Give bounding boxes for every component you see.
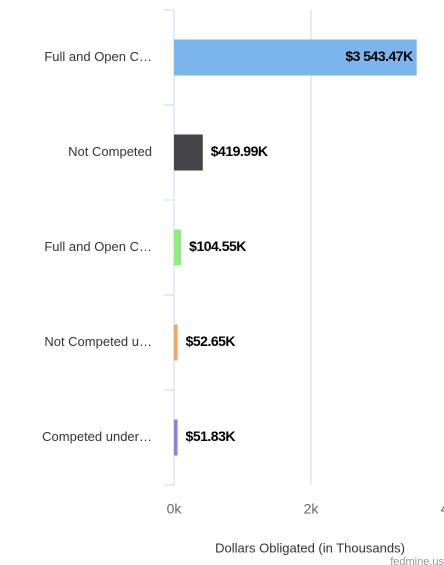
y-tick-label: Competed under…: [42, 429, 152, 444]
bar: [174, 39, 417, 76]
data-label: $51.83K: [186, 428, 236, 444]
credit: fedmine.us: [390, 556, 444, 565]
bar: [174, 134, 203, 171]
x-tick-label: 4k: [441, 501, 444, 517]
y-tick-label: Full and Open C…: [44, 239, 152, 254]
bar: [174, 419, 178, 456]
data-label: $3 543.47K: [345, 48, 413, 64]
x-tick-label: 2k: [304, 501, 320, 517]
y-tick-label: Not Competed u…: [44, 334, 152, 349]
bar: [174, 229, 182, 266]
y-tick-label: Not Competed: [68, 144, 152, 159]
y-tick-label: Full and Open C…: [44, 49, 152, 64]
x-tick-label: 0k: [167, 501, 183, 517]
data-label: $104.55K: [189, 238, 246, 254]
data-label: $52.65K: [186, 333, 236, 349]
data-label: $419.99K: [211, 143, 268, 159]
bar: [174, 324, 178, 361]
x-axis-title: Dollars Obligated (in Thousands): [215, 540, 405, 555]
